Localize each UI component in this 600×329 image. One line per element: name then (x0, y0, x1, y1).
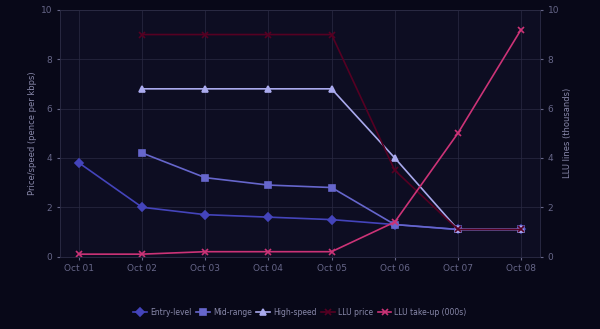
Legend: Entry-level, Mid-range, High-speed, LLU price, LLU take-up (000s): Entry-level, Mid-range, High-speed, LLU … (130, 305, 470, 320)
Y-axis label: Price/speed (pence per kbps): Price/speed (pence per kbps) (28, 71, 37, 195)
Y-axis label: LLU lines (thousands): LLU lines (thousands) (563, 88, 572, 178)
